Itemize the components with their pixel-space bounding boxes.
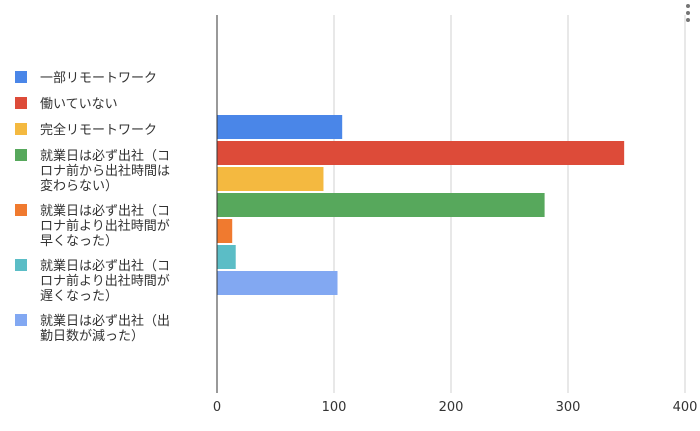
- legend-label: 完全リモートワーク: [40, 122, 157, 138]
- x-tick-label: 100: [322, 400, 347, 415]
- legend-item[interactable]: 一部リモートワーク: [15, 71, 157, 86]
- legend-label: 就業日は必ず出社（コ: [40, 203, 170, 219]
- bars: [217, 115, 625, 295]
- legend-label: 就業日は必ず出社（コ: [40, 148, 170, 164]
- bar[interactable]: [217, 167, 324, 191]
- x-tick-label: 200: [439, 400, 464, 415]
- bar[interactable]: [217, 115, 343, 139]
- legend-swatch: [15, 204, 27, 216]
- bar[interactable]: [217, 193, 545, 217]
- legend-label: 遅くなった）: [40, 289, 118, 304]
- more-vert-icon[interactable]: [686, 4, 690, 8]
- legend-swatch: [15, 259, 27, 271]
- legend-label: 就業日は必ず出社（出: [40, 313, 170, 329]
- x-tick-label: 0: [213, 400, 221, 415]
- legend-label: 働いていない: [40, 97, 118, 112]
- legend-item[interactable]: 働いていない: [15, 97, 118, 112]
- legend: 一部リモートワーク働いていない完全リモートワーク就業日は必ず出社（コロナ前から出…: [15, 71, 170, 344]
- legend-swatch: [15, 97, 27, 109]
- legend-label: 就業日は必ず出社（コ: [40, 258, 170, 274]
- legend-label: ロナ前より出社時間が: [40, 218, 170, 234]
- bar[interactable]: [217, 271, 338, 295]
- legend-label: 一部リモートワーク: [40, 71, 157, 86]
- legend-label: 早くなった）: [40, 234, 118, 249]
- x-tick-label: 300: [556, 400, 581, 415]
- x-axis-ticks: 0 100 200 300 400: [213, 400, 698, 415]
- bar[interactable]: [217, 141, 625, 165]
- legend-label: 勤日数が減った）: [40, 328, 144, 344]
- legend-item[interactable]: 完全リモートワーク: [15, 122, 157, 138]
- bar[interactable]: [217, 245, 236, 269]
- legend-swatch: [15, 314, 27, 326]
- legend-swatch: [15, 71, 27, 83]
- legend-label: ロナ前から出社時間は: [40, 163, 170, 179]
- legend-label: 変わらない）: [40, 178, 118, 194]
- x-tick-label: 400: [673, 400, 698, 415]
- legend-swatch: [15, 149, 27, 161]
- chart-menu-button[interactable]: [680, 0, 696, 26]
- legend-swatch: [15, 123, 27, 135]
- bar[interactable]: [217, 219, 233, 243]
- legend-label: ロナ前より出社時間が: [40, 273, 170, 289]
